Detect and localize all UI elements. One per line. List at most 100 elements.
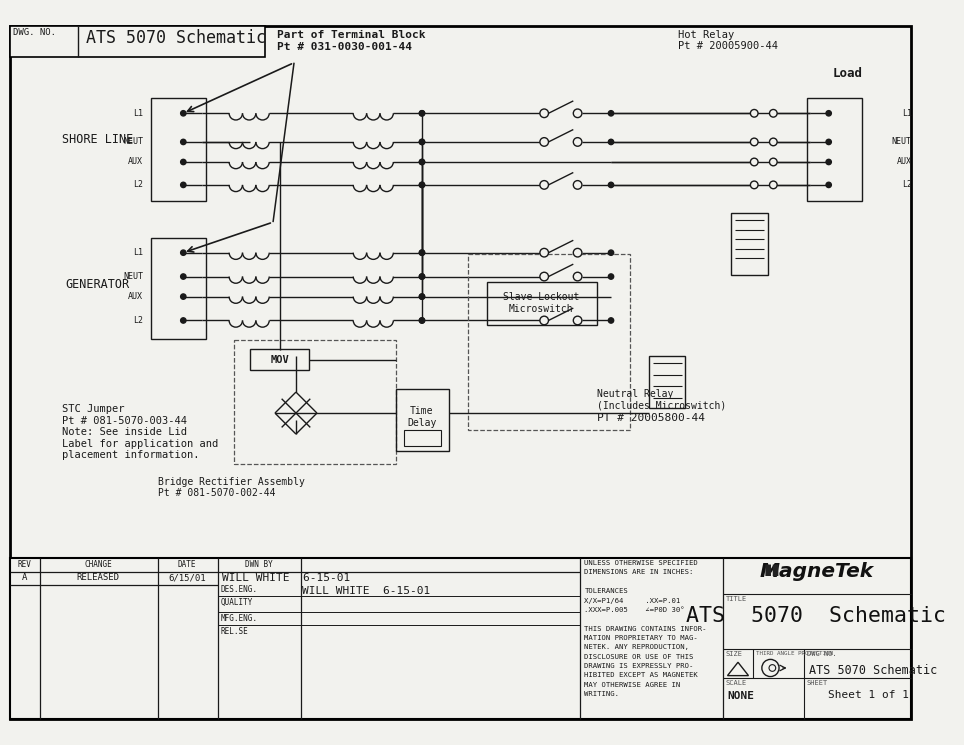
Circle shape [419,294,425,299]
Bar [404,431,442,446]
Circle shape [419,110,425,116]
Text: TOLERANCES: TOLERANCES [584,588,628,595]
Text: Bridge Rectifier Assembly: Bridge Rectifier Assembly [157,477,305,487]
Text: WRITING.: WRITING. [584,691,619,697]
Circle shape [826,139,831,145]
Text: Sheet 1 of 1: Sheet 1 of 1 [828,690,909,700]
Text: ATS  5070  Schematic: ATS 5070 Schematic [686,606,947,626]
Text: Pt # 081-5070-002-44: Pt # 081-5070-002-44 [157,487,275,498]
Text: NEUT: NEUT [892,137,912,147]
Circle shape [826,110,831,116]
Text: UNLESS OTHERWISE SPECIFIED: UNLESS OTHERWISE SPECIFIED [584,560,698,566]
Bar [732,212,767,275]
Text: DWN BY: DWN BY [245,560,273,569]
Text: STC Jumper: STC Jumper [62,405,124,414]
Text: MFG.ENG.: MFG.ENG. [221,614,257,623]
Text: AUX: AUX [128,292,144,301]
Circle shape [540,138,549,146]
Circle shape [608,274,614,279]
Text: SIZE: SIZE [726,651,742,657]
Circle shape [750,158,758,166]
Text: .XXX=P.005    ∠=P0D 30°: .XXX=P.005 ∠=P0D 30° [584,607,684,613]
Bar [807,98,862,201]
Bar [396,389,448,451]
Circle shape [608,110,614,116]
Circle shape [180,139,186,145]
Text: L2: L2 [901,180,912,189]
Text: MOV: MOV [270,355,289,364]
Text: ▮▮: ▮▮ [763,562,781,577]
Text: ATS 5070 Schematic: ATS 5070 Schematic [86,29,266,47]
Text: Slave Lockout
Microswitch: Slave Lockout Microswitch [503,293,579,314]
Text: THIRD ANGLE PROJECTION: THIRD ANGLE PROJECTION [756,651,833,656]
Text: Pt # 081-5070-003-44: Pt # 081-5070-003-44 [62,416,187,426]
Text: RELEASED: RELEASED [77,574,120,583]
Text: L2: L2 [133,180,144,189]
Text: Part of Terminal Block: Part of Terminal Block [277,31,425,40]
Text: DISCLOSURE OR USE OF THIS: DISCLOSURE OR USE OF THIS [584,653,694,659]
Text: MAY OTHERWISE AGREE IN: MAY OTHERWISE AGREE IN [584,682,681,688]
Text: NEUT: NEUT [123,272,144,281]
Circle shape [540,316,549,325]
Text: ATS 5070 Schematic: ATS 5070 Schematic [809,664,937,677]
Circle shape [574,138,582,146]
Circle shape [574,248,582,257]
Text: DWG NO.: DWG NO. [807,651,837,657]
Circle shape [826,183,831,188]
Circle shape [574,109,582,118]
Bar [10,558,911,719]
Circle shape [769,138,777,146]
Circle shape [608,250,614,256]
Circle shape [419,183,425,188]
Circle shape [419,318,425,323]
Text: Pt # 20005900-44: Pt # 20005900-44 [678,41,778,51]
Text: DWG. NO.: DWG. NO. [13,28,56,37]
Text: REL.SE: REL.SE [221,627,249,636]
Text: placement information.: placement information. [62,450,200,460]
Bar [234,340,396,463]
Text: AUX: AUX [128,157,144,166]
Circle shape [750,181,758,188]
Text: AUX: AUX [897,157,912,166]
Circle shape [608,318,614,323]
Circle shape [180,250,186,256]
Bar [250,349,309,370]
Circle shape [419,139,425,145]
Circle shape [419,274,425,279]
Text: Label for application and: Label for application and [62,439,218,448]
Text: NONE: NONE [728,691,755,701]
Text: DES.ENG.: DES.ENG. [221,585,257,594]
Circle shape [750,138,758,146]
Circle shape [540,109,549,118]
Circle shape [769,181,777,188]
Text: PT # 20005800-44: PT # 20005800-44 [597,413,705,423]
Circle shape [750,110,758,117]
Circle shape [419,318,425,323]
Text: Load: Load [833,66,863,80]
Circle shape [608,183,614,188]
Circle shape [180,318,186,323]
Text: L2: L2 [133,316,144,325]
Bar [487,282,597,326]
Circle shape [419,250,425,256]
Circle shape [180,183,186,188]
Circle shape [419,250,425,256]
Text: SCALE: SCALE [726,680,747,686]
Text: Neutral Relay
(Includes Microswitch): Neutral Relay (Includes Microswitch) [597,389,726,410]
Circle shape [574,180,582,189]
Circle shape [574,316,582,325]
Text: L1: L1 [133,109,144,118]
Text: GENERATOR: GENERATOR [65,278,129,291]
Circle shape [540,272,549,281]
Circle shape [540,248,549,257]
Circle shape [419,110,425,116]
Text: DATE: DATE [178,560,197,569]
Text: L1: L1 [133,248,144,257]
Text: NETEK. ANY REPRODUCTION,: NETEK. ANY REPRODUCTION, [584,644,689,650]
Circle shape [419,159,425,165]
Bar [649,356,685,408]
Text: NEUT: NEUT [123,137,144,147]
Circle shape [419,274,425,279]
Bar [150,238,206,339]
Circle shape [769,158,777,166]
